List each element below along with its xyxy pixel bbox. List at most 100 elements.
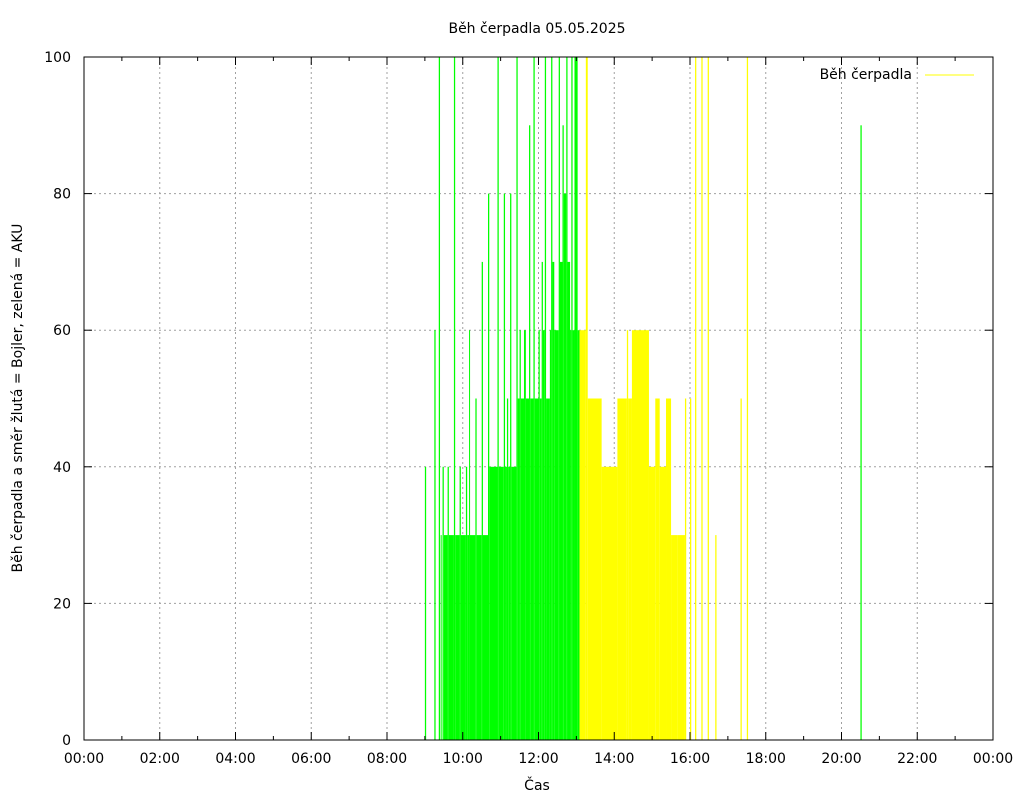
green-run-bar (506, 398, 509, 740)
y-tick-label: 60 (53, 323, 71, 339)
x-tick-label: 04:00 (215, 751, 255, 767)
x-tick-label: 10:00 (443, 751, 483, 767)
green-run-bar (475, 398, 477, 740)
plot-frame (83, 56, 994, 741)
yellow-run-bar (659, 466, 667, 740)
yellow-run-bar (707, 57, 709, 740)
y-axis-label: Běh čerpadla a směr žlutá = Bojler, zele… (10, 224, 26, 573)
yellow-run-bar (626, 330, 629, 740)
green-run-bar (443, 535, 448, 740)
x-tick-label: 14:00 (594, 751, 634, 767)
green-run-bar (577, 330, 580, 740)
green-run-bar (505, 466, 507, 740)
green-run-bar (542, 330, 545, 740)
green-run-bar (541, 261, 543, 740)
yellow-run-bar (579, 330, 586, 740)
green-run-bar (511, 466, 517, 740)
green-run-bar (455, 535, 460, 740)
green-run-bar (546, 398, 550, 740)
green-run-bar (562, 125, 564, 741)
yellow-run-bar (746, 57, 749, 740)
green-run-bar (476, 535, 482, 740)
green-run-bar (539, 398, 542, 740)
green-run-bar (489, 466, 498, 740)
x-tick-label: 00:00 (64, 751, 104, 767)
green-run-bar (549, 330, 552, 740)
green-run-bar (482, 535, 488, 740)
yellow-run-bar (601, 466, 618, 740)
yellow-run-bar (671, 535, 678, 740)
x-tick-label: 22:00 (897, 751, 937, 767)
yellow-run-bar (695, 57, 697, 740)
y-tick-label: 0 (62, 733, 71, 749)
green-run-bar (538, 330, 540, 740)
yellow-run-bar (617, 398, 627, 740)
green-run-bar (481, 261, 483, 740)
green-run-bar (434, 330, 436, 740)
x-tick-label: 20:00 (821, 751, 861, 767)
y-tick-label: 100 (44, 50, 71, 66)
x-tick-label: 00:00 (973, 751, 1013, 767)
green-run-bar (567, 261, 571, 740)
chart-title: Běh čerpadla 05.05.2025 (448, 21, 625, 37)
green-run-bar (523, 330, 526, 740)
x-tick-label: 08:00 (367, 751, 407, 767)
x-tick-label: 12:00 (518, 751, 558, 767)
green-run-bar (563, 193, 567, 741)
yellow-run-bar (587, 398, 602, 740)
green-run-bar (488, 193, 490, 741)
green-run-bar (533, 57, 535, 740)
green-run-bar (544, 57, 547, 740)
green-run-bar (520, 398, 524, 740)
green-run-bar (503, 193, 506, 741)
green-run-bar (571, 57, 573, 740)
green-run-bar (516, 57, 518, 740)
y-tick-label: 80 (53, 187, 71, 203)
green-run-bar (519, 330, 521, 740)
y-tick-label: 40 (53, 460, 71, 476)
green-run-bar (510, 193, 512, 741)
green-run-bar (558, 57, 560, 740)
green-run-bar (438, 57, 441, 740)
yellow-run-bar (655, 398, 660, 740)
green-run-bar (465, 466, 468, 740)
green-run-bar (574, 57, 578, 740)
yellow-run-bar (648, 466, 656, 740)
green-run-bar (534, 398, 539, 740)
green-run-bar (508, 466, 511, 740)
green-run-bar (469, 535, 476, 740)
green-run-bar (459, 466, 461, 740)
green-run-bar (497, 57, 499, 740)
yellow-run-bar (690, 398, 692, 740)
bars (424, 57, 862, 741)
green-run-bar (570, 330, 572, 740)
legend: Běh čerpadla (820, 67, 974, 83)
yellow-run-bar (677, 535, 685, 740)
yellow-run-bar (701, 57, 703, 740)
green-run-bar (559, 261, 563, 740)
green-run-bar (529, 125, 531, 741)
green-run-bar (440, 535, 442, 740)
green-run-bar (525, 398, 530, 740)
green-run-bar (453, 57, 456, 740)
green-run-bar (442, 466, 444, 740)
x-tick-label: 02:00 (140, 751, 180, 767)
green-run-bar (552, 261, 555, 740)
green-run-bar (469, 330, 471, 740)
y-tick-label: 20 (53, 596, 71, 612)
green-run-bar (447, 466, 449, 740)
yellow-run-bar (585, 57, 588, 740)
green-run-bar (860, 125, 862, 741)
green-run-bar (517, 398, 520, 740)
yellow-run-bar (628, 398, 632, 740)
green-run-bar (554, 330, 559, 740)
x-tick-label: 16:00 (670, 751, 710, 767)
green-run-bar (572, 330, 575, 740)
green-run-bar (566, 57, 568, 740)
green-run-bar (460, 535, 466, 740)
yellow-run-bar (631, 330, 649, 740)
x-tick-label: 06:00 (291, 751, 331, 767)
yellow-run-bar (666, 398, 672, 740)
